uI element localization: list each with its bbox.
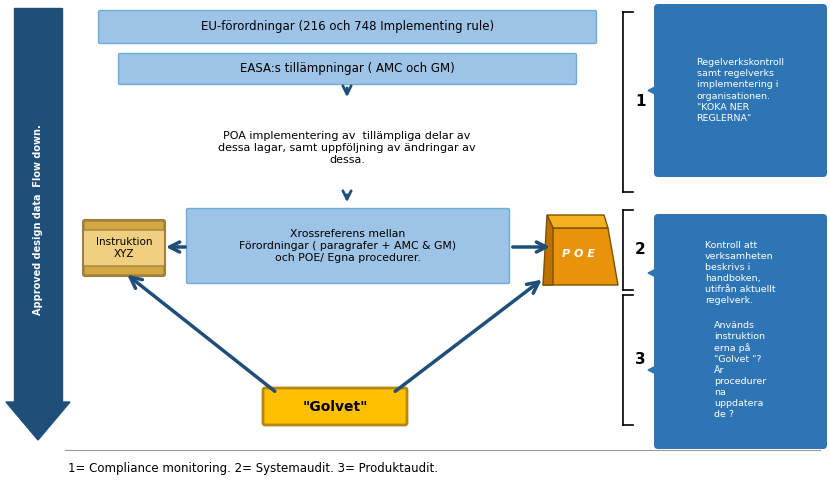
Text: 1= Compliance monitoring. 2= Systemaudit. 3= Produktaudit.: 1= Compliance monitoring. 2= Systemaudit… xyxy=(68,462,438,474)
FancyBboxPatch shape xyxy=(654,214,827,332)
Text: Kontroll att
verksamheten
beskrivs i
handboken,
utifrån aktuellt
regelverk.: Kontroll att verksamheten beskrivs i han… xyxy=(706,241,776,305)
Text: POA implementering av  tillämpliga delar av
dessa lagar, samt uppföljning av änd: POA implementering av tillämpliga delar … xyxy=(218,131,476,165)
FancyBboxPatch shape xyxy=(654,4,827,177)
Text: 2: 2 xyxy=(635,243,646,258)
Polygon shape xyxy=(543,228,618,285)
FancyBboxPatch shape xyxy=(84,266,164,275)
FancyBboxPatch shape xyxy=(654,291,827,449)
Text: 3: 3 xyxy=(635,352,646,368)
Text: Används
instruktion
erna på
"Golvet "?
Är
procedurer
na
uppdatera
de ?: Används instruktion erna på "Golvet "? Ä… xyxy=(715,320,767,419)
Text: "Golvet": "Golvet" xyxy=(302,399,368,414)
Text: EASA:s tillämpningar ( AMC och GM): EASA:s tillämpningar ( AMC och GM) xyxy=(240,63,455,75)
Text: Xrossreferens mellan
Förordningar ( paragrafer + AMC & GM)
och POE/ Egna procedu: Xrossreferens mellan Förordningar ( para… xyxy=(239,229,457,263)
FancyBboxPatch shape xyxy=(99,10,597,44)
Polygon shape xyxy=(543,215,553,285)
FancyBboxPatch shape xyxy=(263,388,407,425)
Polygon shape xyxy=(648,365,658,375)
Text: Approved design data  Flow down.: Approved design data Flow down. xyxy=(33,124,43,316)
Polygon shape xyxy=(547,215,608,228)
Text: P O E: P O E xyxy=(562,249,594,259)
FancyBboxPatch shape xyxy=(83,220,165,276)
Polygon shape xyxy=(648,85,658,96)
Text: 1: 1 xyxy=(635,95,646,109)
Text: EU-förordningar (216 och 748 Implementing rule): EU-förordningar (216 och 748 Implementin… xyxy=(201,21,494,33)
FancyBboxPatch shape xyxy=(84,221,164,230)
Polygon shape xyxy=(14,8,62,402)
Text: Regelverkskontroll
samt regelverks
implementering i
organisationen.
"KOKA NER
RE: Regelverkskontroll samt regelverks imple… xyxy=(696,58,784,123)
Polygon shape xyxy=(6,402,70,440)
Polygon shape xyxy=(648,268,658,278)
FancyBboxPatch shape xyxy=(187,209,510,284)
Text: Instruktion
XYZ: Instruktion XYZ xyxy=(95,237,152,259)
FancyBboxPatch shape xyxy=(119,53,577,84)
